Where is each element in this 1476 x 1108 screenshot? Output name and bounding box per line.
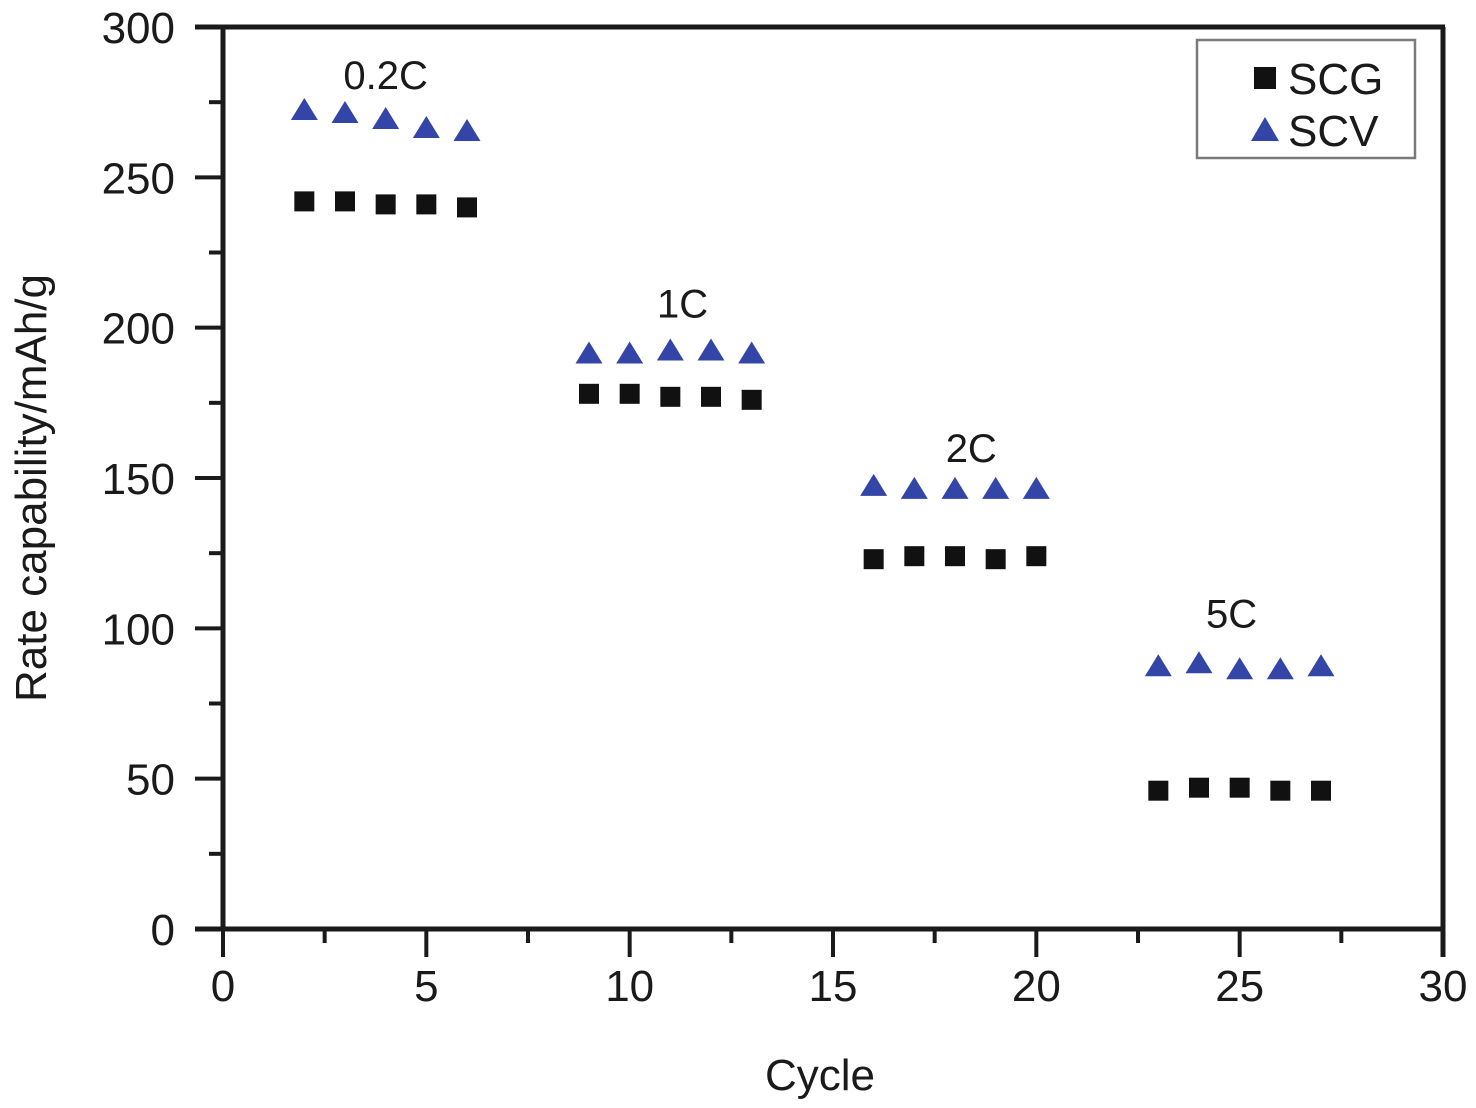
- y-tick-label: 200: [102, 305, 175, 354]
- data-point-scg: [863, 549, 884, 570]
- data-point-scg: [579, 383, 599, 404]
- data-point-scv: [697, 338, 725, 361]
- data-point-scg: [375, 194, 396, 215]
- data-point-scg: [416, 194, 437, 215]
- data-point-scg: [904, 546, 925, 567]
- y-tick-label: 50: [126, 756, 175, 805]
- series-scg: [294, 191, 1331, 801]
- data-point-scg: [1148, 780, 1169, 801]
- x-tick-label: 5: [414, 962, 438, 1011]
- series-scv: [290, 97, 1335, 680]
- rate-annotation: 1C: [657, 283, 708, 327]
- data-point-scg: [1229, 777, 1250, 798]
- data-point-scg: [1270, 780, 1291, 801]
- y-axis-ticks: 0 50 100 150 200 250 300: [102, 4, 223, 955]
- data-point-scg: [701, 386, 721, 407]
- data-point-scv: [941, 476, 969, 499]
- annotations: 0.2C 1C 2C 5C: [343, 54, 1257, 636]
- y-axis-label: Rate capability/mAh/g: [7, 274, 56, 702]
- data-point-scv: [331, 100, 359, 123]
- data-point-scv: [290, 97, 318, 120]
- x-tick-label: 0: [211, 962, 235, 1011]
- x-tick-label: 20: [1012, 962, 1061, 1011]
- data-point-scv: [1266, 657, 1294, 680]
- data-point-scg: [1026, 546, 1047, 567]
- axes: [195, 24, 1446, 957]
- data-point-scg: [985, 549, 1006, 570]
- legend-label: SCV: [1288, 107, 1379, 156]
- data-point-scv: [453, 119, 481, 142]
- data-point-scv: [1307, 654, 1335, 677]
- data-point-scg: [457, 197, 477, 218]
- legend-square-icon: [1254, 67, 1276, 89]
- legend-box: [1195, 38, 1417, 160]
- data-point-scg: [1189, 777, 1209, 798]
- x-tick-label: 30: [1419, 962, 1468, 1011]
- x-axis-label: Cycle: [765, 1051, 875, 1100]
- data-point-scg: [335, 191, 355, 212]
- data-point-scv: [1022, 476, 1050, 499]
- data-point-scv: [656, 338, 684, 361]
- data-point-scg: [619, 383, 640, 404]
- data-point-scv: [372, 107, 400, 130]
- y-tick-label: 100: [102, 605, 175, 654]
- data-point-scv: [900, 476, 928, 499]
- data-point-scv: [1185, 651, 1213, 674]
- data-point-scv: [1144, 654, 1172, 677]
- data-point-scg: [741, 389, 762, 410]
- data-point-scg: [1311, 780, 1331, 801]
- x-tick-label: 15: [809, 962, 858, 1011]
- y-tick-label: 300: [102, 4, 175, 53]
- rate-annotation: 2C: [946, 427, 997, 471]
- x-tick-label: 25: [1215, 962, 1264, 1011]
- data-point-scv: [738, 341, 766, 364]
- data-point-scv: [860, 473, 888, 496]
- y-tick-label: 150: [102, 455, 175, 504]
- rate-annotation: 0.2C: [343, 54, 428, 98]
- data-point-scg: [660, 386, 681, 407]
- rate-annotation: 5C: [1206, 592, 1257, 636]
- x-tick-label: 10: [605, 962, 654, 1011]
- data-point-scv: [616, 341, 644, 364]
- legend-triangle-icon: [1251, 117, 1279, 141]
- data-point-scg: [945, 546, 965, 567]
- data-points: [290, 97, 1335, 801]
- x-axis-ticks: 0 5 10 15 20 25 30: [211, 929, 1468, 1011]
- y-tick-label: 0: [151, 906, 175, 955]
- data-point-scv: [412, 116, 440, 139]
- data-point-scv: [982, 476, 1010, 499]
- legend-label: SCG: [1288, 55, 1383, 104]
- y-tick-label: 250: [102, 154, 175, 203]
- data-point-scg: [294, 191, 315, 212]
- data-point-scv: [575, 341, 603, 364]
- data-point-scv: [1226, 657, 1254, 680]
